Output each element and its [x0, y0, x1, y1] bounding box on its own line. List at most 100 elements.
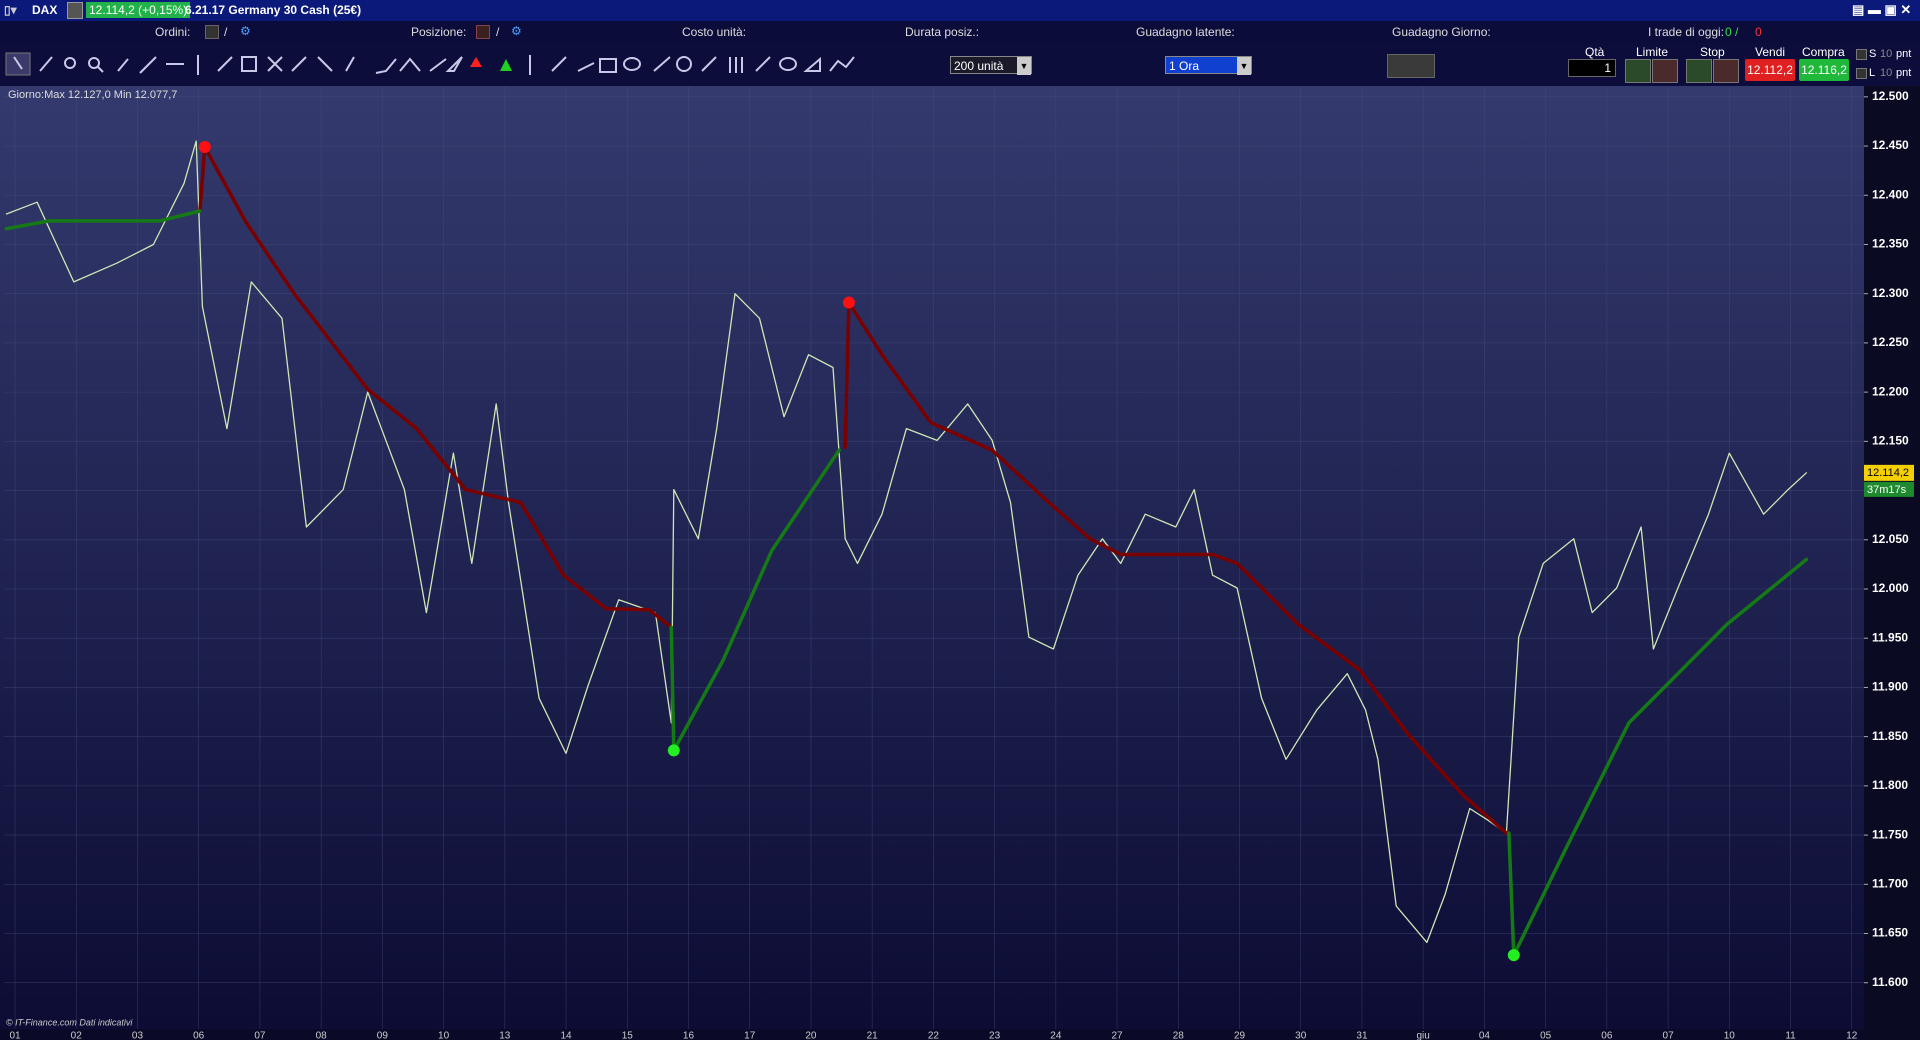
position-icon[interactable]: [476, 25, 490, 39]
l-label: L: [1869, 67, 1876, 79]
buy-label: Compra: [1802, 45, 1845, 59]
position-settings[interactable]: ⚙: [511, 24, 522, 38]
x-tick-label: 16: [683, 1031, 695, 1040]
marks: 12.114,2 37m17s: [4, 140, 1914, 962]
signal-dot: [667, 744, 680, 757]
x-tick-label: 20: [805, 1031, 817, 1040]
s-value[interactable]: 10: [1880, 48, 1893, 60]
x-tick-label: 03: [132, 1031, 144, 1040]
title-bar: ▯▾ DAX 12.114,2 (+0,15%) 6.21.17 Germany…: [0, 0, 1920, 22]
price-axis-background: [1864, 86, 1920, 1040]
x-tick-label: 06: [1601, 1031, 1613, 1040]
y-tick-label: 11.650: [1872, 926, 1908, 940]
x-tick-label: 31: [1356, 1031, 1368, 1040]
unit-cost-label: Costo unità:: [682, 25, 747, 39]
limit-sell-button[interactable]: [1652, 59, 1678, 83]
timeframe-select-text: 1 Ora: [1169, 59, 1200, 73]
x-tick-label: 04: [1479, 1031, 1491, 1040]
y-tick-label: 11.800: [1872, 778, 1908, 792]
last-price-label: 12.114,2: [1867, 467, 1909, 479]
y-tick-label: 12.450: [1872, 138, 1909, 152]
s-label: S: [1869, 48, 1877, 60]
x-tick-label: 07: [254, 1031, 266, 1040]
signal-dot: [842, 296, 855, 309]
day-gain-label: Guadagno Giorno:: [1392, 25, 1491, 39]
x-tick-label: 22: [928, 1031, 940, 1040]
x-tick-label: 07: [1663, 1031, 1675, 1040]
info-button[interactable]: [67, 2, 83, 19]
footer: © IT-Finance.com Dati indicativi: [6, 1017, 133, 1027]
l-value[interactable]: 10: [1880, 67, 1893, 79]
x-tick-label: 12: [1846, 1031, 1858, 1040]
sell-price: 12.112,2: [1747, 63, 1793, 77]
signal-dot: [198, 141, 211, 154]
position-label: Posizione:: [411, 25, 467, 39]
orders-settings[interactable]: ⚙: [240, 24, 251, 38]
window-controls[interactable]: ▤ ▬ ▣ ✕: [1852, 2, 1912, 17]
y-tick-label: 11.850: [1872, 729, 1908, 743]
stop-buy-button[interactable]: [1686, 59, 1712, 83]
x-tick-label: 28: [1173, 1031, 1185, 1040]
x-tick-label: 29: [1234, 1031, 1246, 1040]
x-tick-label: 10: [438, 1031, 450, 1040]
countdown: 37m17s: [1867, 484, 1907, 496]
buy-price: 12.116,2: [1801, 63, 1847, 77]
x-tick-label: 11: [1785, 1031, 1796, 1040]
indicator-button[interactable]: [1387, 54, 1435, 78]
grid: 11.600 11.650 11.700 11.750 11.800 11.850 11.9…: [4, 86, 1909, 1040]
x-tick-label: 09: [377, 1031, 389, 1040]
y-tick-label: 11.950: [1872, 630, 1908, 644]
tool-buy-arrow[interactable]: [500, 59, 512, 71]
x-tick-label: 10: [1724, 1031, 1736, 1040]
price-badge: 12.114,2 (+0,15%): [86, 2, 191, 18]
toolbar: 200 unità ▼ 1 Ora ▼ Qtà 1 Limite Stop Vend…: [0, 43, 1920, 87]
series-line: [4, 209, 1809, 957]
latent-gain-label: Guadagno latente:: [1136, 25, 1235, 39]
y-tick-label: 12.150: [1872, 434, 1909, 448]
trades-lost: 0: [1755, 25, 1762, 39]
x-tick-label: giu: [1417, 1031, 1430, 1040]
x-tick-label: 01: [9, 1031, 21, 1040]
x-tick-label: 06: [193, 1031, 205, 1040]
qty-input[interactable]: 1: [1568, 59, 1616, 77]
x-tick-label: 05: [1540, 1031, 1552, 1040]
y-tick-label: 12.500: [1872, 89, 1909, 103]
stop-sell-button[interactable]: [1713, 59, 1739, 83]
tool-icons[interactable]: [13, 55, 855, 75]
sell-label: Vendi: [1755, 45, 1786, 59]
qty-value: 1: [1604, 61, 1611, 75]
x-tick-label: 23: [989, 1031, 1001, 1040]
stop-label: Stop: [1700, 45, 1725, 59]
limit-buy-button[interactable]: [1625, 59, 1651, 83]
l-checkbox[interactable]: [1856, 68, 1867, 79]
x-tick-label: 21: [867, 1031, 879, 1040]
countdown-box: [1864, 481, 1914, 497]
timeframe-select[interactable]: 1 Ora ▼: [1165, 56, 1252, 75]
y-tick-label: 11.700: [1872, 876, 1908, 890]
s-checkbox[interactable]: [1856, 49, 1867, 60]
orders-sep: /: [224, 25, 228, 39]
orders-icon[interactable]: [205, 25, 219, 39]
y-tick-label: 12.400: [1872, 187, 1909, 201]
l-unit: pnt: [1896, 67, 1912, 79]
size-select-text: 200 unità: [954, 59, 1004, 73]
x-tick-label: 02: [71, 1031, 83, 1040]
s-unit: pnt: [1896, 48, 1912, 60]
drawing-tools: [5, 52, 855, 76]
x-tick-label: 15: [622, 1031, 634, 1040]
y-tick-label: 11.900: [1872, 680, 1908, 694]
signal-dot: [1507, 949, 1520, 962]
chart: 11.600 11.650 11.700 11.750 11.800 11.850 11.9…: [0, 86, 1920, 1040]
sell-button[interactable]: 12.112,2: [1745, 59, 1795, 81]
window-icon[interactable]: ▯▾: [4, 3, 17, 17]
position-sep: /: [496, 25, 500, 39]
series-line: [5, 140, 1808, 944]
size-select[interactable]: 200 unità ▼: [950, 56, 1032, 75]
tool-sell-arrow[interactable]: [470, 57, 482, 67]
x-tick-label: 14: [560, 1031, 572, 1040]
y-tick-label: 12.300: [1872, 286, 1909, 300]
buy-button[interactable]: 12.116,2: [1799, 59, 1849, 81]
x-tick-label: 17: [744, 1031, 756, 1040]
y-tick-label: 12.200: [1872, 384, 1909, 398]
x-tick-label: 13: [499, 1031, 511, 1040]
